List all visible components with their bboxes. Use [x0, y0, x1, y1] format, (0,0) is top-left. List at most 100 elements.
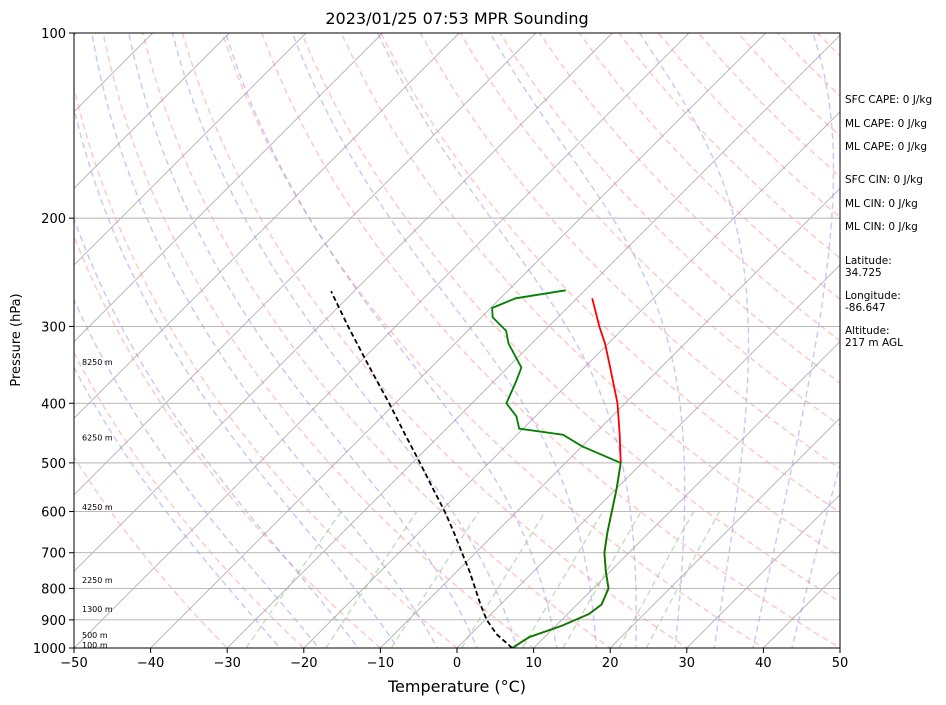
dry-adiabat-line	[936, 33, 946, 661]
y-axis-ticks: 1000 900 800 700 600 500 400 300 200 100	[33, 27, 74, 657]
x-tick-label: −40	[137, 656, 164, 671]
y-tick-label: 600	[41, 506, 66, 521]
x-tick-label: −50	[60, 656, 87, 671]
isotherm-line	[74, 33, 384, 343]
height-label: 4250 m	[82, 503, 113, 512]
y-tick-label: 1000	[33, 642, 66, 657]
ml-cin-text-2: ML CIN: 0 J/kg	[845, 221, 918, 233]
x-axis-label: Temperature (°C)	[387, 677, 526, 696]
isotherm-line	[74, 33, 614, 573]
moist-adiabat-line	[489, 33, 686, 648]
latitude-text: Latitude: 34.725	[845, 255, 892, 279]
profile-series-2	[330, 290, 513, 648]
y-axis-label: Pressure (hPa)	[9, 293, 24, 386]
isotherm-line	[74, 33, 537, 496]
isotherm-line	[149, 33, 767, 648]
pressure-gridlines	[74, 32, 840, 649]
isotherm-line	[303, 111, 840, 648]
x-tick-label: −10	[367, 656, 394, 671]
moist-adiabat-line	[91, 33, 438, 648]
isotherm-line	[74, 33, 460, 419]
dry-adiabat-line	[578, 33, 840, 301]
dry-adiabat-line	[221, 33, 765, 648]
isotherm-line	[74, 33, 690, 648]
mixing-ratio-line	[521, 511, 604, 648]
dry-adiabat-line	[74, 455, 229, 648]
moist-adiabat-line	[74, 365, 281, 648]
mixing-ratio-line	[645, 511, 721, 648]
dry-adiabat-line	[102, 33, 535, 648]
dry-adiabat-line	[74, 351, 305, 648]
mixing-ratio-line	[245, 511, 342, 648]
chart-title: 2023/01/25 07:53 MPR Sounding	[325, 9, 588, 28]
sfc-cape-text: SFC CAPE: 0 J/kg	[845, 94, 933, 106]
x-tick-label: 10	[525, 656, 542, 671]
moist-adiabat-line	[638, 33, 750, 648]
height-label: 1300 m	[82, 605, 113, 614]
height-label: 8250 m	[82, 358, 113, 367]
x-tick-label: 50	[832, 656, 849, 671]
moist-adiabat-line	[225, 33, 558, 648]
y-tick-label: 700	[41, 547, 66, 562]
moist-adiabat-line	[74, 298, 320, 648]
y-tick-label: 800	[41, 582, 66, 597]
y-tick-label: 500	[41, 457, 66, 472]
isotherm-line	[609, 417, 840, 648]
height-label: 100 m	[82, 641, 108, 650]
moist-adiabat-line	[291, 33, 598, 648]
dry-adiabat-line	[181, 33, 689, 648]
isotherm-line	[74, 33, 307, 266]
dry-adiabat-line	[74, 84, 459, 648]
x-tick-label: 20	[602, 656, 619, 671]
y-tick-label: 300	[41, 320, 66, 335]
isotherm-line	[532, 340, 840, 648]
isotherm-line	[456, 264, 840, 648]
profile-series-1	[491, 289, 622, 648]
height-label: 6250 m	[82, 434, 113, 443]
moist-adiabat-line	[752, 33, 835, 648]
moist-adiabat-line	[376, 33, 637, 648]
mixing-ratio-line	[325, 511, 418, 648]
plot-frame	[73, 32, 841, 649]
profile-lines	[330, 289, 622, 648]
mixing-ratio-line	[618, 511, 695, 648]
reference-lines	[74, 19, 946, 661]
moist-adiabat-line	[74, 105, 399, 648]
x-tick-label: −30	[213, 656, 240, 671]
y-tick-label: 200	[41, 212, 66, 227]
y-tick-label: 400	[41, 397, 66, 412]
ml-cin-text-1: ML CIN: 0 J/kg	[845, 198, 918, 210]
moist-adiabat-line	[171, 33, 518, 648]
dry-adiabat-line	[459, 33, 840, 427]
dry-adiabat-line	[261, 33, 840, 648]
longitude-text: Longitude: -86.647	[845, 290, 901, 314]
dry-adiabat-line	[74, 234, 382, 648]
moist-adiabat-line	[74, 216, 359, 648]
x-axis-ticks: −50 −40 −30 −20 −10 0 10 20 30 40 50	[60, 648, 848, 671]
mixing-ratio-line	[461, 511, 547, 648]
height-label: 500 m	[82, 631, 108, 640]
profile-series-0	[511, 298, 622, 648]
dry-adiabat-line	[340, 33, 840, 558]
isotherm-line	[686, 494, 840, 648]
height-label: 2250 m	[82, 576, 113, 585]
isotherm-line	[74, 33, 231, 190]
x-tick-label: −20	[290, 656, 317, 671]
y-tick-label: 900	[41, 614, 66, 629]
x-tick-label: 40	[755, 656, 772, 671]
dry-adiabat-line	[300, 33, 840, 603]
ml-cape-text-2: ML CAPE: 0 J/kg	[845, 141, 928, 153]
dry-adiabat-line	[142, 33, 612, 648]
ml-cape-text-1: ML CAPE: 0 J/kg	[845, 118, 928, 130]
isotherm-line	[226, 34, 840, 648]
dry-adiabat-line	[419, 33, 840, 470]
isotherm-line	[74, 33, 154, 113]
isotherm-line	[379, 187, 840, 648]
x-tick-label: 0	[453, 656, 461, 671]
x-tick-label: 30	[679, 656, 696, 671]
isotherm-line	[904, 19, 946, 661]
moist-adiabat-line	[791, 462, 840, 648]
mixing-ratio-line	[562, 511, 642, 648]
